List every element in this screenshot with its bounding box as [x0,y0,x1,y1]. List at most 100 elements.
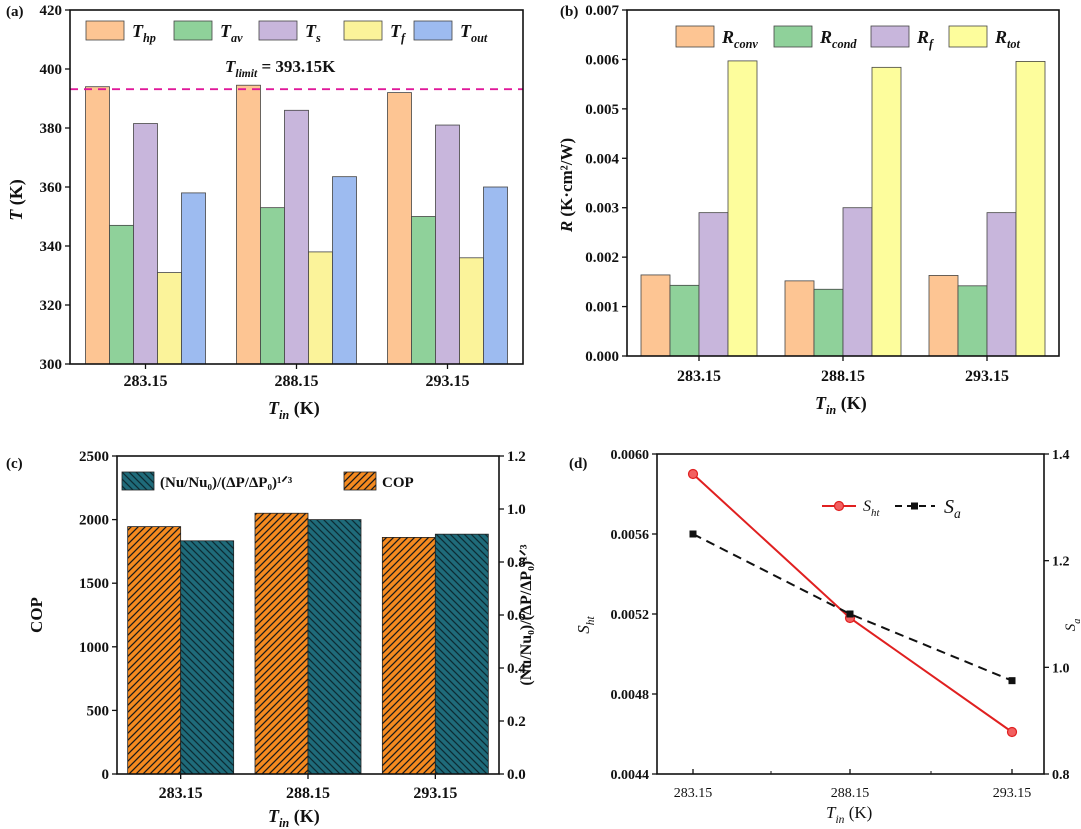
panel-a-bar-T_out-293.15 [483,186,508,365]
panel-c-bar-cop-283.15 [127,526,182,775]
panel-b-x-tick-label-2: 293.15 [965,368,1009,385]
panel-a-bar-T_av-288.15 [260,207,285,365]
panel-a-legend-swatch-T_hp [85,20,125,41]
panel-c-left-axis-title: COP [27,597,46,633]
panel-c-legend-label-ratio: (Nu/Nu₀)/(ΔP/ΔP₀)¹ᐟ³ [160,475,293,491]
panel-a-tag: (a) [6,4,24,20]
panel-c-right-tick-label-4: 0.8 [507,555,526,571]
panel-d-point-S_a-288.15 [846,610,854,618]
panel-a-bar-T_f-293.15 [459,257,484,365]
panel-c-bar-ratio-288.15 [307,519,362,775]
panel-b-left-tick-label-0: 0.000 [585,349,619,365]
panel-a-legend-swatch-T_av [173,20,213,41]
panel-d-series-line-S_ht [692,473,1013,733]
panel-d-right-tick-label-0: 0.8 [1052,768,1070,783]
panel-d-x-tick-label-1: 288.15 [831,786,870,801]
panel-d-legend-label-S_ht: Sht [863,498,880,519]
panel-b-bar-R_tot-288.15 [871,66,902,357]
panel-b-legend-swatch-R_cond [773,25,813,48]
panel-a-left-tick-label-1: 320 [40,298,63,314]
panel-c-bar-ratio-293.15 [434,533,489,775]
panel-d-point-S_ht-293.15 [1006,726,1018,738]
panel-b-bar-R_f-293.15 [986,212,1017,357]
panel-d-x-tick-label-0: 283.15 [674,786,713,801]
panel-b-legend-label-R_tot: Rtot [994,27,1021,51]
panel-c-right-tick-label-1: 0.2 [507,714,526,730]
panel-a-legend-label-T_s: Ts [305,21,321,45]
panel-c-right-tick-label-6: 1.2 [507,449,526,465]
panel-c-x-tick-label-1: 288.15 [286,785,330,802]
panel-c-legend-label-cop: COP [382,475,414,491]
panel-c-right-tick-label-3: 0.6 [507,608,526,624]
panel-a-left-tick-label-6: 420 [40,3,63,19]
panel-a-bar-T_s-283.15 [133,123,158,365]
panel-d-left-tick-label-4: 0.0060 [611,448,650,463]
panel-b-legend-swatch-R_conv [675,25,715,48]
panel-c-bar-ratio-283.15 [180,540,235,775]
panel-a-left-tick-label-4: 380 [40,121,63,137]
panel-a-left-tick-label-2: 340 [40,239,63,255]
panel-c-legend-swatch-ratio [121,471,155,491]
panel-c-x-tick-label-2: 293.15 [413,785,457,802]
panel-b-bar-R_f-283.15 [698,212,729,357]
panel-a-bar-T_s-288.15 [284,109,309,365]
panel-a-plot-frame [69,9,524,365]
panel-d-point-S_ht-283.15 [687,468,699,480]
panel-c-legend-swatch-cop [343,471,377,491]
panel-b-left-tick-label-4: 0.004 [585,151,619,167]
panel-c-left-tick-label-0: 0 [102,767,110,783]
panel-d-point-S_a-283.15 [689,530,697,538]
panel-a-bar-T_f-283.15 [157,272,182,365]
panel-b-bar-R_conv-293.15 [928,275,959,357]
panel-b-bar-R_cond-293.15 [957,285,988,357]
panel-d-legend-marker-S_a [911,502,918,510]
panel-a-legend-label-T_hp: Thp [132,21,156,45]
panel-c-left-tick-label-2: 1000 [79,640,109,656]
panel-b-bar-R_conv-288.15 [784,280,815,357]
panel-d-left-tick-label-0: 0.0044 [611,768,650,783]
panel-c-right-tick-label-2: 0.4 [507,661,526,677]
panel-c-left-tick-label-4: 2000 [79,513,109,529]
panel-d-right-tick-label-2: 1.2 [1052,555,1070,570]
panel-a-legend-swatch-T_out [413,20,453,41]
panel-a-bar-T_av-283.15 [109,224,134,365]
panel-c-x-axis-title: Tin (K) [268,806,320,829]
panel-b-left-tick-label-6: 0.006 [585,52,619,68]
panel-b-x-tick-label-1: 288.15 [821,368,865,385]
panel-a-left-tick-label-5: 400 [40,62,63,78]
panel-b-plot-frame [626,9,1060,357]
panel-b-left-tick-label-5: 0.005 [585,102,619,118]
panel-a-limit-label: Tlimit = 393.15K [225,57,336,80]
panel-a-bar-T_hp-293.15 [387,92,412,365]
panel-c-left-tick-label-5: 2500 [79,449,109,465]
panel-b-legend-label-R_cond: Rcond [819,27,857,51]
panel-b-left-tick-label-2: 0.002 [585,250,619,266]
panel-c-plot-frame [116,455,500,775]
panel-c-right-tick-label-0: 0.0 [507,767,526,783]
panel-a-y-axis-title: T (K) [6,179,27,221]
panel-d-left-tick-label-3: 0.0056 [611,528,650,543]
panel-a-x-tick-label-2: 293.15 [426,373,470,390]
panel-a-bar-T_hp-283.15 [85,86,110,365]
panel-a-legend-label-T_out: Tout [460,21,488,45]
panel-c-right-tick-label-5: 1.0 [507,502,526,518]
panel-d-legend-marker-S_ht [833,500,845,512]
panel-b-left-tick-label-3: 0.003 [585,201,619,217]
panel-d-left-tick-label-2: 0.0052 [611,608,650,623]
panel-d-left-axis-title: Sht [574,615,597,633]
panel-b-left-tick-label-1: 0.001 [585,300,619,316]
panel-d-right-axis-title: Sa [1063,619,1081,632]
panel-b-y-axis-title: R (K·cm²/W) [557,138,576,233]
panel-a-bar-T_out-283.15 [181,192,206,365]
panel-b-bar-R_tot-283.15 [727,60,758,357]
panel-c-left-tick-label-1: 500 [87,703,110,719]
panel-b-bar-R_tot-293.15 [1015,61,1046,357]
panel-d-series-line-S_a [692,533,1013,682]
panel-c-x-tick-label-0: 283.15 [159,785,203,802]
panel-b-left-tick-label-7: 0.007 [585,3,619,19]
panel-a-x-axis-title: Tin (K) [268,398,320,422]
panel-a-bar-T_out-288.15 [332,176,357,365]
panel-c-left-tick-label-3: 1500 [79,576,109,592]
panel-b-bar-R_cond-288.15 [813,288,844,357]
panel-b-x-tick-label-0: 283.15 [677,368,721,385]
